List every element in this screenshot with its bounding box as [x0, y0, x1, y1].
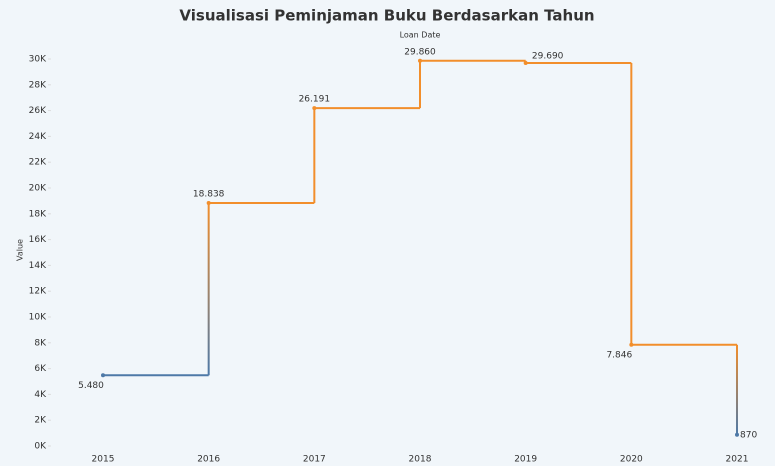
data-label: 29.690 [532, 51, 564, 61]
x-tick-label: 2018 [409, 455, 432, 465]
y-axis-title: Value [16, 239, 25, 261]
step-riser [207, 202, 210, 376]
x-tick-label: 2019 [514, 455, 537, 465]
point [418, 58, 422, 63]
y-tick-label: 30K [29, 55, 47, 65]
y-tick-label: 10K [29, 313, 47, 323]
data-label: 5.480 [78, 381, 104, 391]
data-label: 29.860 [404, 47, 436, 57]
step-riser [419, 60, 421, 109]
data-label: 870 [740, 430, 757, 440]
y-tick-label: 24K [29, 132, 47, 142]
point [312, 106, 317, 111]
step-riser [630, 62, 633, 345]
x-tick-label: 2017 [303, 455, 326, 465]
chart-title: Visualisasi Peminjaman Buku Berdasarkan … [179, 7, 594, 25]
data-label: 18.838 [193, 189, 225, 199]
y-tick-label: 18K [29, 209, 47, 219]
point [523, 60, 528, 65]
y-tick-label: 2K [34, 416, 47, 426]
y-tick-label: 12K [29, 287, 47, 297]
y-tick-label: 0K [34, 442, 47, 452]
x-tick-label: 2021 [726, 455, 749, 465]
y-tick-label: 16K [29, 235, 47, 245]
step-riser [736, 344, 738, 435]
x-axis-title: Loan Date [400, 31, 441, 40]
y-tick-label: 20K [29, 184, 47, 194]
y-tick-label: 28K [29, 80, 47, 90]
y-tick-label: 8K [34, 338, 47, 348]
y-tick-label: 6K [34, 364, 47, 374]
x-tick-label: 2020 [620, 455, 643, 465]
data-label: 7.846 [606, 350, 632, 360]
step-riser [313, 108, 316, 203]
x-tick-label: 2016 [197, 455, 220, 465]
point [629, 342, 634, 347]
y-tick-label: 14K [29, 261, 47, 271]
x-tick-label: 2015 [92, 455, 115, 465]
point [735, 432, 739, 437]
point [101, 373, 105, 378]
point [206, 200, 211, 205]
data-label: 26.191 [299, 95, 331, 105]
y-tick-label: 26K [29, 106, 47, 116]
y-tick-label: 4K [34, 390, 47, 400]
y-tick-label: 22K [29, 158, 47, 168]
